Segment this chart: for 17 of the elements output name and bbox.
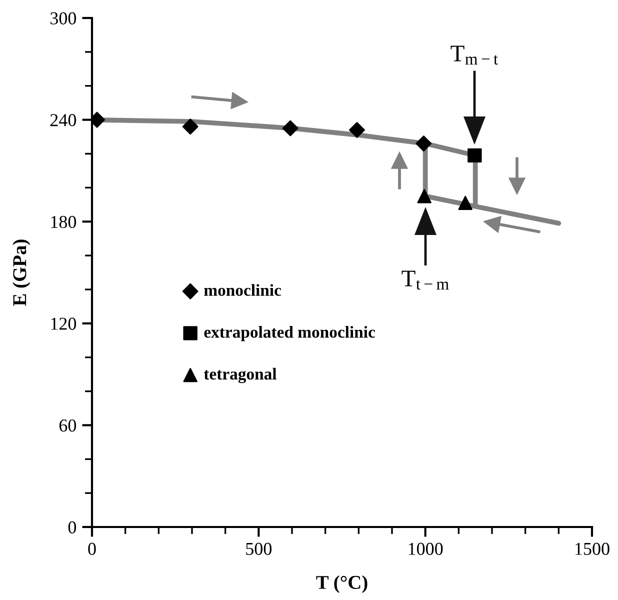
y-tick-label: 240 xyxy=(50,114,76,126)
annotation: T$_{t−m}$ xyxy=(402,270,449,290)
x-tick-label: 500 xyxy=(246,542,272,555)
x-tick-label: 1500 xyxy=(576,542,610,555)
x-tick-label: 0 xyxy=(88,542,96,555)
annotation: T$_{m−t}$ xyxy=(450,46,498,65)
y-axis-title: E (GPa) xyxy=(12,240,30,306)
y-tick-label: 120 xyxy=(51,318,76,330)
y-tick-label: 300 xyxy=(50,12,76,24)
x-tick-label: 1000 xyxy=(408,542,443,555)
legend-label: tetragonal xyxy=(204,368,277,384)
x-axis-title: T (°C) xyxy=(316,575,368,593)
y-tick-label: 0 xyxy=(68,521,76,534)
y-tick-label: 60 xyxy=(59,419,76,432)
legend-label: monoclinic xyxy=(204,284,282,296)
legend-label: extrapolated monoclinic xyxy=(204,326,375,342)
y-tick-label: 180 xyxy=(51,216,76,228)
